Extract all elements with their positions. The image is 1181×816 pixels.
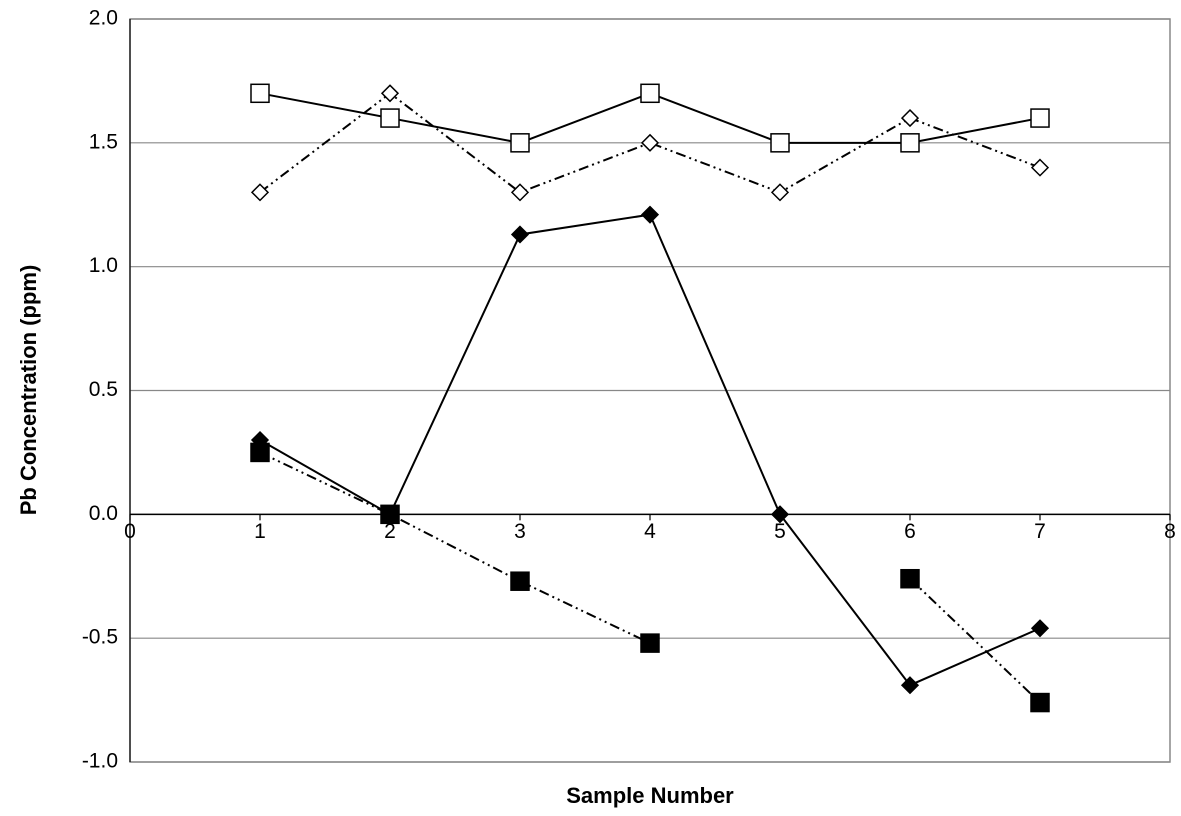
series-line	[259, 213, 1041, 687]
marker	[1030, 108, 1050, 128]
marker	[510, 133, 530, 153]
series-line	[909, 578, 1041, 704]
marker	[640, 633, 660, 653]
marker	[1030, 619, 1050, 638]
y-tick-label: -0.5	[82, 626, 118, 649]
x-tick-label: 2	[384, 520, 396, 543]
x-tick-label: 8	[1164, 520, 1176, 543]
y-tick-label: 1.5	[89, 130, 118, 153]
x-tick-label: 7	[1034, 520, 1046, 543]
marker	[770, 133, 790, 153]
x-tick-label: 5	[774, 520, 786, 543]
marker	[640, 133, 660, 152]
marker	[380, 504, 400, 525]
y-tick-label: 2.0	[89, 7, 118, 30]
x-tick-label: 6	[904, 520, 916, 543]
marker	[770, 505, 790, 524]
marker	[640, 83, 660, 104]
y-tick-label: 0.0	[89, 502, 118, 525]
marker	[1030, 692, 1050, 713]
marker	[900, 109, 920, 128]
y-tick-label: -1.0	[82, 750, 118, 773]
marker	[510, 225, 530, 244]
series-line	[259, 451, 651, 645]
marker	[250, 183, 270, 202]
marker	[900, 133, 920, 153]
marker	[250, 83, 270, 104]
marker	[900, 568, 920, 589]
y-axis-title: Pb Concentration (ppm)	[16, 265, 41, 516]
x-tick-label: 1	[254, 520, 266, 543]
y-tick-label: 0.5	[89, 378, 118, 401]
marker	[380, 108, 400, 128]
marker	[510, 183, 530, 202]
marker	[250, 442, 270, 463]
x-tick-label: 4	[644, 520, 656, 543]
marker	[770, 183, 790, 202]
marker	[1030, 158, 1050, 177]
marker	[900, 676, 920, 695]
x-tick-label: 3	[514, 520, 526, 543]
marker	[510, 571, 530, 591]
marker	[640, 205, 660, 224]
marker	[380, 84, 400, 103]
x-tick-label: 0	[124, 520, 136, 543]
x-axis-title: Sample Number	[566, 783, 734, 808]
y-tick-label: 1.0	[89, 254, 118, 277]
